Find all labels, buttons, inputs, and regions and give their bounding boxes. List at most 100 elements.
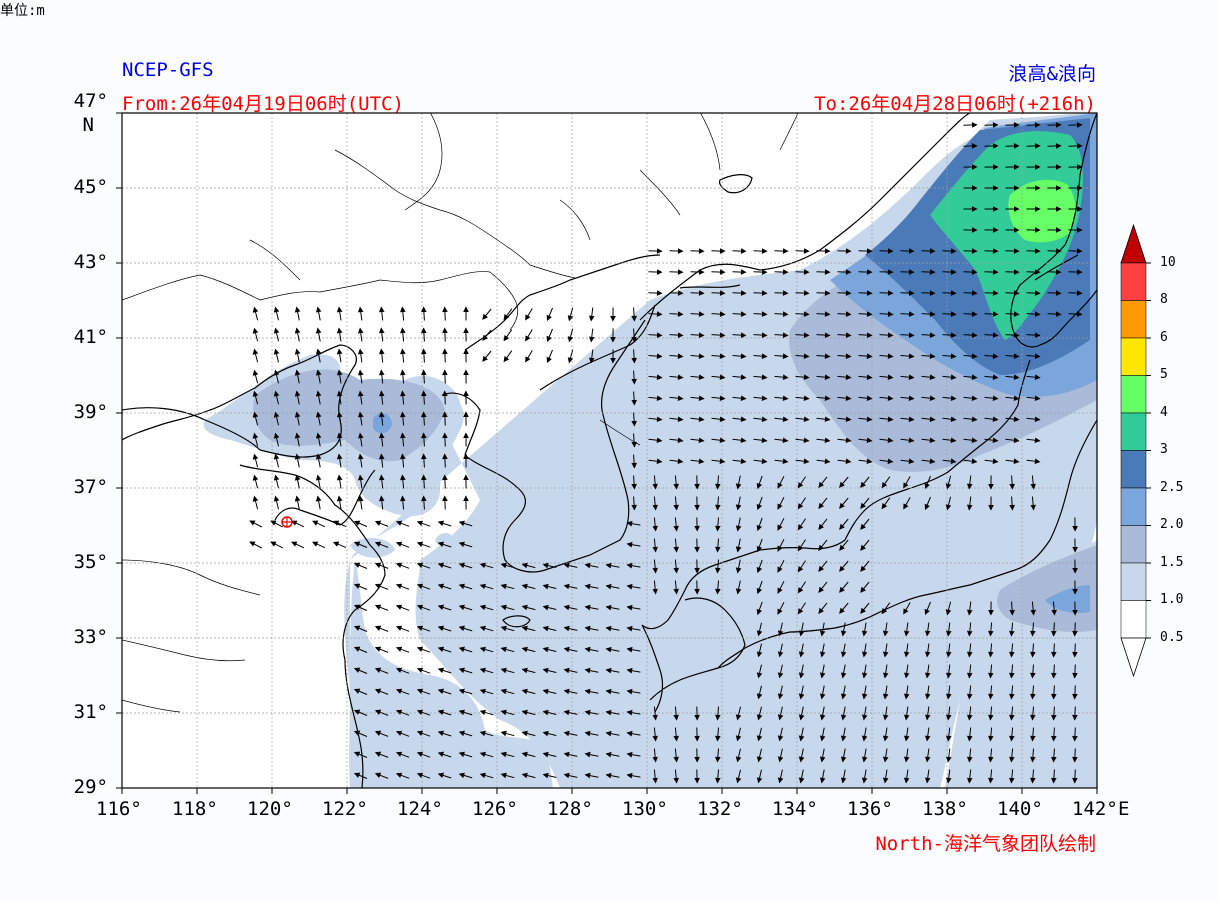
wave-arrow-head xyxy=(584,604,591,611)
wave-arrow-head xyxy=(992,374,999,380)
wave-arrow-head xyxy=(1051,693,1057,700)
wave-arrow-head xyxy=(677,290,684,296)
wave-arrow-head xyxy=(378,411,385,418)
axis-ticks xyxy=(116,112,1098,794)
wave-arrow-head xyxy=(458,583,465,590)
wave-arrow-head xyxy=(924,608,930,616)
wave-arrow-head xyxy=(1034,332,1041,338)
colorbar-label-5: 5 xyxy=(1160,367,1168,382)
wave-arrow-head xyxy=(715,756,721,763)
wave-arrow-head xyxy=(782,353,789,359)
colorbar-segment xyxy=(1120,525,1147,564)
wave-arrow-head xyxy=(971,416,978,423)
wave-arrow-head xyxy=(950,416,957,423)
wave-arrow-head xyxy=(972,206,978,212)
wave-arrow-head xyxy=(988,484,994,490)
wave-arrow-head xyxy=(1072,630,1078,637)
wave-arrow-head xyxy=(797,545,804,552)
wave-arrow-head xyxy=(479,604,486,611)
wave-arrow-head xyxy=(1009,651,1015,658)
wave-arrow-head xyxy=(479,751,486,758)
wave-arrow-head xyxy=(840,630,847,637)
wave-arrow-head xyxy=(698,437,705,444)
wave-arrow-head xyxy=(694,504,700,511)
wave-arrow-head xyxy=(252,390,259,397)
wave-arrow-head xyxy=(563,625,570,632)
wave-arrow-head xyxy=(395,646,403,652)
wave-arrow-head xyxy=(860,607,866,614)
lon-label-130: 130° xyxy=(622,798,668,820)
wave-arrow-head xyxy=(631,441,637,448)
wave-arrow-head xyxy=(698,395,705,401)
wave-arrow-head xyxy=(971,290,978,296)
wave-arrow-head xyxy=(950,290,957,296)
wave-arrow-head xyxy=(945,651,952,658)
wave-arrow-head xyxy=(416,751,424,758)
wave-arrow-head xyxy=(798,777,805,784)
wave-arrow-head xyxy=(458,730,465,737)
wave-arrow-head xyxy=(353,562,361,568)
credit-label: North-海洋气象团队绘制 xyxy=(875,833,1096,855)
wave-arrow-head xyxy=(479,667,486,674)
wave-arrow-head xyxy=(677,269,684,275)
wave-direction-arrows xyxy=(249,122,1083,784)
wave-arrow-head xyxy=(903,630,910,637)
wave-arrow-head xyxy=(971,122,978,128)
wave-arrow-head xyxy=(563,709,570,716)
wave-arrow-head xyxy=(992,416,999,423)
wave-arrow-head xyxy=(584,625,591,632)
wave-arrow-head xyxy=(437,520,445,527)
wave-arrow-head xyxy=(715,546,721,553)
wave-arrow-head xyxy=(605,646,612,653)
wave-arrow-head xyxy=(740,458,747,465)
wave-arrow-head xyxy=(656,416,663,423)
wave-arrow-head xyxy=(353,709,361,715)
wave-arrow-head xyxy=(972,185,978,191)
wave-arrow-head xyxy=(656,395,663,401)
wave-arrow-head xyxy=(378,369,385,376)
wave-arrow-head xyxy=(803,290,810,296)
wave-arrow-head xyxy=(563,730,570,737)
wave-arrow-head xyxy=(971,332,978,338)
wave-arrow-head xyxy=(887,290,894,296)
wave-arrow-head xyxy=(1030,714,1036,721)
wave-arrow-head xyxy=(882,630,889,637)
wave-arrow-head xyxy=(249,520,256,526)
wave-arrow-head xyxy=(1055,122,1062,128)
wave-arrow-head xyxy=(971,437,978,444)
wave-arrow-head xyxy=(1056,164,1062,170)
wave-arrow-head xyxy=(605,751,612,758)
wave-arrow-head xyxy=(294,390,301,397)
wave-arrow-head xyxy=(992,269,999,275)
wave-arrow-head xyxy=(803,458,810,465)
colorbar xyxy=(1120,223,1151,678)
wave-arrow-head xyxy=(777,524,783,531)
wave-arrow-head xyxy=(437,709,445,716)
wave-arrow-head xyxy=(652,735,658,742)
wave-arrow-head xyxy=(416,667,424,674)
wave-arrow-head xyxy=(458,646,465,653)
wave-arrow-head xyxy=(479,772,486,779)
wave-arrow-head xyxy=(1009,483,1015,490)
wave-arrow-head xyxy=(416,646,424,653)
wave-arrow-head xyxy=(542,646,549,653)
wave-arrow-head xyxy=(656,332,663,338)
wave-arrow-head xyxy=(777,503,783,510)
wave-arrow-head xyxy=(521,772,528,779)
wave-arrow-head xyxy=(929,248,936,254)
lon-label-118: 118° xyxy=(172,798,218,820)
wave-arrow-head xyxy=(353,520,361,526)
wave-arrow-head xyxy=(357,432,364,439)
wave-arrow-head xyxy=(924,756,931,763)
wave-arrow-head xyxy=(803,374,810,380)
wave-arrow-head xyxy=(818,544,824,551)
wave-arrow-head xyxy=(421,411,427,418)
wave-arrow-head xyxy=(971,269,978,275)
wave-arrow-head xyxy=(950,374,957,380)
wave-arrow-head xyxy=(546,335,552,343)
wave-arrow-head xyxy=(908,437,915,444)
wave-arrow-head xyxy=(1034,122,1041,128)
wave-arrow-head xyxy=(1077,206,1083,212)
wave-arrow-head xyxy=(677,437,684,444)
wave-arrow-head xyxy=(1030,735,1036,742)
